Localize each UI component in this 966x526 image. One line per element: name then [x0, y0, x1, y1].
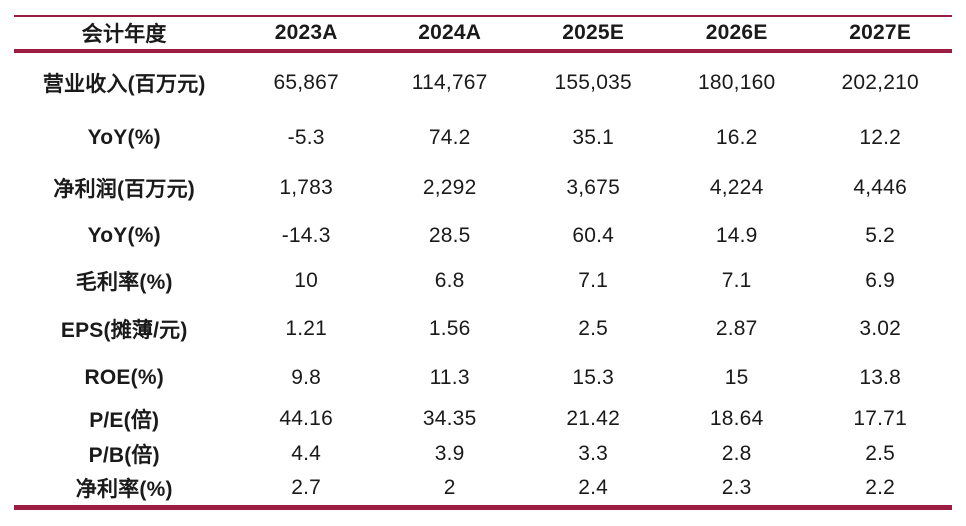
row-label: 营业收入(百万元): [42, 73, 206, 96]
header-fiscal-year: 会计年度: [81, 23, 167, 46]
cell-value: 3.3: [578, 441, 609, 465]
row-label: EPS(摊薄/元): [60, 319, 188, 342]
cell-value: -5.3: [287, 125, 325, 149]
cell-value: 17.71: [853, 406, 907, 430]
header-year-2023a: 2023A: [274, 21, 338, 44]
table-row-net-margin: 净利率(%) 2.7 2 2.4 2.3 2.2: [14, 471, 952, 505]
cell-value: 2.3: [721, 476, 752, 499]
cell-value: 15.3: [572, 366, 615, 389]
cell-value: -14.3: [281, 224, 331, 247]
cell-value: 2.5: [578, 317, 609, 340]
cell-value: 21.42: [566, 406, 620, 430]
cell-value: 2: [443, 476, 456, 499]
cell-value: 9.8: [291, 366, 322, 389]
row-label: YoY(%): [87, 125, 161, 149]
cell-value: 18.64: [709, 406, 764, 430]
cell-value: 2.8: [721, 441, 752, 465]
cell-value: 15: [724, 366, 749, 389]
row-label: 净利率(%): [75, 478, 173, 501]
cell-value: 34.35: [422, 406, 477, 430]
cell-value: 7.1: [578, 269, 609, 292]
cell-value: 180,160: [698, 71, 776, 94]
cell-value: 12.2: [859, 125, 902, 149]
cell-value: 10: [294, 269, 319, 292]
table-row-revenue: 营业收入(百万元) 65,867 114,767 155,035 180,160…: [14, 53, 952, 113]
cell-value: 1.21: [285, 317, 328, 340]
cell-value: 6.8: [434, 269, 465, 292]
cell-value: 13.8: [859, 366, 902, 389]
header-year-2026e: 2026E: [705, 21, 768, 44]
cell-value: 16.2: [715, 125, 758, 149]
cell-value: 1,783: [279, 175, 333, 199]
cell-value: 65,867: [273, 71, 339, 94]
row-label: ROE(%): [84, 366, 164, 389]
cell-value: 114,767: [411, 71, 488, 94]
cell-value: 14.9: [715, 224, 758, 247]
cell-value: 2.5: [865, 441, 896, 465]
cell-value: 35.1: [572, 125, 615, 149]
cell-value: 3.9: [434, 441, 465, 465]
table-row-net-profit: 净利润(百万元) 1,783 2,292 3,675 4,224 4,446: [14, 162, 952, 213]
table-row-pe: P/E(倍) 44.16 34.35 21.42 18.64 17.71: [14, 401, 952, 436]
table-row-net-profit-yoy: YoY(%) -14.3 28.5 60.4 14.9 5.2: [14, 213, 952, 259]
cell-value: 74.2: [428, 125, 471, 149]
cell-value: 1.56: [428, 317, 471, 340]
cell-value: 11.3: [429, 366, 470, 389]
table-row-roe: ROE(%) 9.8 11.3 15.3 15 13.8: [14, 355, 952, 401]
cell-value: 4,446: [853, 175, 907, 199]
financial-summary-table: 会计年度 2023A 2024A 2025E 2026E 2027E 营业收入(…: [14, 15, 952, 510]
table-header-row: 会计年度 2023A 2024A 2025E 2026E 2027E: [14, 17, 952, 53]
cell-value: 202,210: [841, 71, 919, 94]
cell-value: 60.4: [572, 224, 615, 247]
cell-value: 2.4: [578, 476, 609, 499]
cell-value: 2.2: [865, 476, 896, 499]
table-row-eps: EPS(摊薄/元) 1.21 1.56 2.5 2.87 3.02: [14, 303, 952, 355]
cell-value: 6.9: [865, 269, 896, 292]
cell-value: 28.5: [428, 224, 471, 247]
cell-value: 155,035: [554, 71, 632, 94]
header-year-2027e: 2027E: [849, 21, 912, 44]
table-row-pb: P/B(倍) 4.4 3.9 3.3 2.8 2.5: [14, 436, 952, 471]
cell-value: 4.4: [291, 441, 322, 465]
table-row-revenue-yoy: YoY(%) -5.3 74.2 35.1 16.2 12.2: [14, 113, 952, 162]
header-year-2024a: 2024A: [418, 21, 482, 44]
cell-value: 5.2: [865, 224, 896, 247]
cell-value: 2.7: [291, 476, 322, 499]
row-label: YoY(%): [87, 224, 161, 247]
table-row-gross-margin: 毛利率(%) 10 6.8 7.1 7.1 6.9: [14, 259, 952, 303]
cell-value: 2.87: [715, 317, 758, 340]
cell-value: 2,292: [422, 175, 477, 199]
row-label: P/E(倍): [89, 408, 160, 432]
row-label: 净利润(百万元): [53, 177, 195, 201]
cell-value: 44.16: [279, 406, 333, 430]
row-label: 毛利率(%): [75, 271, 173, 294]
cell-value: 7.1: [721, 269, 752, 292]
row-label: P/B(倍): [88, 443, 160, 467]
header-year-2025e: 2025E: [562, 21, 625, 44]
cell-value: 3.02: [859, 317, 902, 340]
cell-value: 3,675: [566, 175, 620, 199]
cell-value: 4,224: [709, 175, 764, 199]
